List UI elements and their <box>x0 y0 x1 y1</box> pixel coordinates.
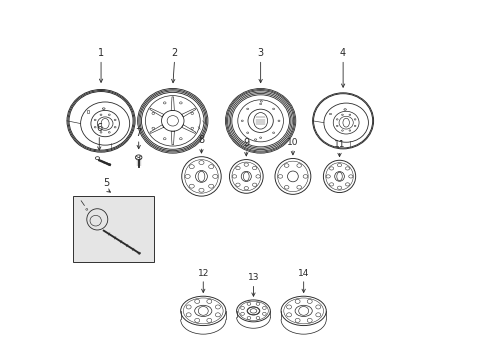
Bar <box>86 111 89 113</box>
Text: 3: 3 <box>257 48 263 58</box>
Text: 6: 6 <box>96 123 102 134</box>
Bar <box>73 196 153 262</box>
Text: 11: 11 <box>333 140 345 149</box>
Text: 1: 1 <box>98 48 104 58</box>
Text: 12: 12 <box>197 269 208 278</box>
Text: 5: 5 <box>103 178 109 188</box>
Text: 14: 14 <box>297 269 309 278</box>
Text: 8: 8 <box>198 135 204 145</box>
Text: 2: 2 <box>171 48 177 58</box>
Text: 7: 7 <box>135 128 142 138</box>
Bar <box>329 113 331 114</box>
Text: 13: 13 <box>247 273 259 282</box>
Text: 10: 10 <box>286 138 298 147</box>
Text: 4: 4 <box>339 48 346 58</box>
Text: 9: 9 <box>243 138 249 148</box>
